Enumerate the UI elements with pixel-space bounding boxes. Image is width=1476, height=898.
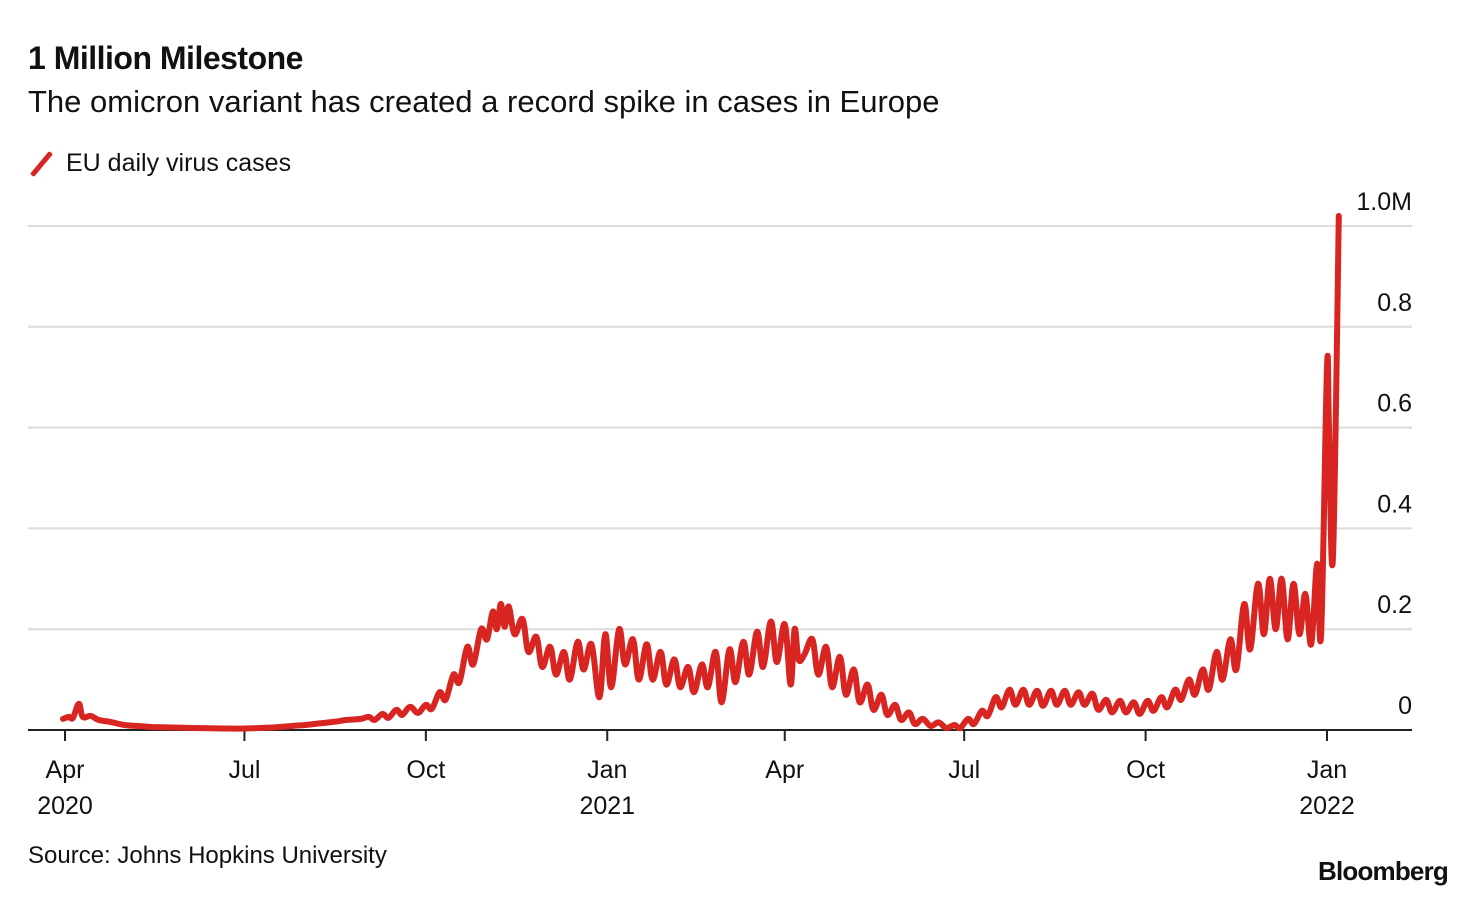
y-tick-label: 1.0M [1356, 188, 1412, 216]
x-tick-year-label: 2020 [37, 792, 93, 820]
y-tick-label: 0 [1398, 692, 1412, 720]
series-line-eu-daily-cases [60, 212, 1342, 732]
x-tick-label: Oct [406, 756, 445, 784]
x-tick-year-label: 2022 [1299, 792, 1355, 820]
x-axis: Apr 2020 Jul Oct Jan 2021 Apr Jul Oct Jan 2022 [28, 729, 1412, 820]
brand-logo: Bloomberg [1317, 856, 1449, 886]
x-tick-label: Apr [765, 756, 804, 784]
x-tick-year-label: 2021 [579, 792, 635, 820]
legend-label: EU daily virus cases [66, 148, 292, 177]
y-tick-label: 0.8 [1377, 289, 1412, 317]
y-tick-label: 0.2 [1377, 591, 1412, 619]
x-tick-label: Apr [46, 756, 85, 784]
y-axis-labels: 0 0.2 0.4 0.6 0.8 1.0M [1356, 188, 1412, 720]
series-layer [60, 212, 1342, 732]
gridlines [28, 225, 1412, 631]
x-tick-label: Jul [948, 756, 980, 784]
legend: EU daily virus cases [28, 148, 291, 178]
x-tick-label: Jan [587, 756, 627, 784]
x-tick-label: Jul [228, 756, 260, 784]
x-tick-label: Jan [1307, 756, 1347, 784]
chart-title: 1 Million Milestone [28, 40, 303, 76]
source-note: Source: Johns Hopkins University [28, 842, 387, 869]
x-tick-label: Oct [1126, 756, 1165, 784]
chart-subtitle: The omicron variant has created a record… [28, 84, 940, 119]
y-tick-label: 0.4 [1377, 490, 1412, 518]
y-tick-label: 0.6 [1377, 390, 1412, 418]
